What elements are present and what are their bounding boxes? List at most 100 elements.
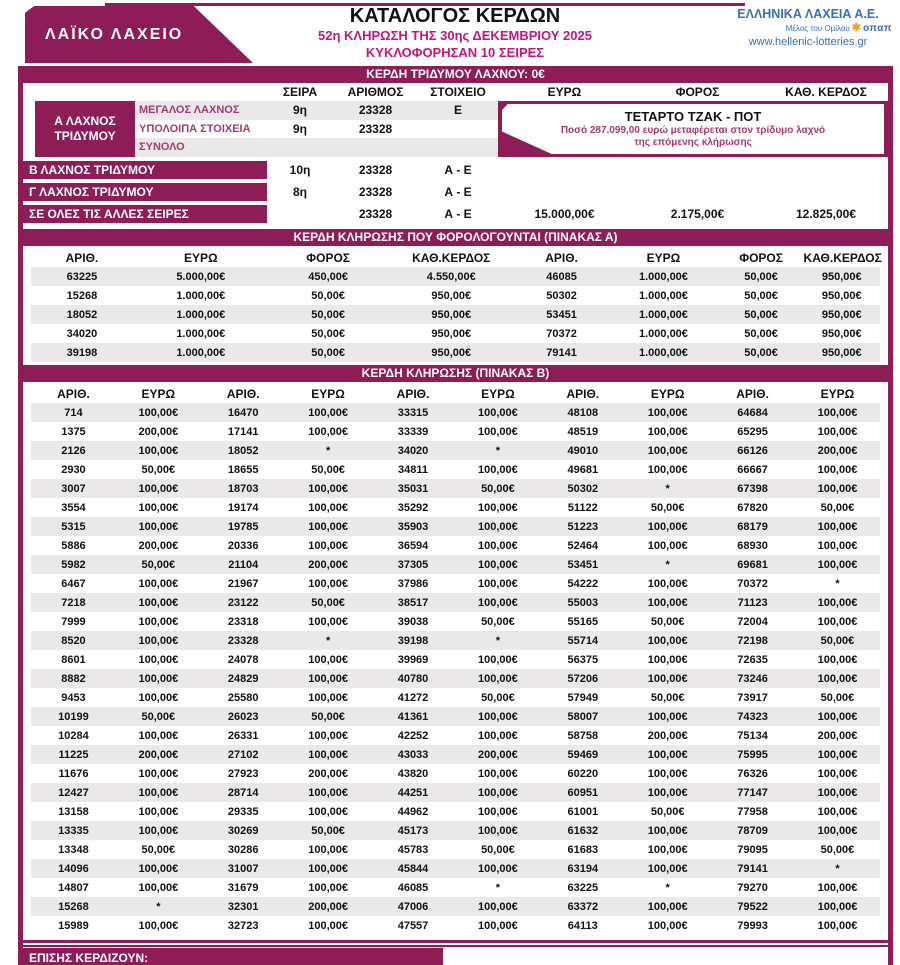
amount-cell: 100,00€: [817, 520, 858, 533]
column-header: ΕΥΡΩ: [820, 386, 855, 401]
jackpot-box: ΤΕΤΑΡΤΟ ΤΖΑΚ - ΠΟΤ Ποσό 287.099,00 ευρώ …: [498, 101, 888, 157]
number-cell: 60220: [567, 767, 599, 780]
number-cell: 68930: [737, 539, 768, 552]
amount-cell: 200,00€: [138, 748, 179, 761]
prize-sublabel: ΥΠΟΛΟΙΠΑ ΣΤΟΙΧΕΙΑ: [139, 122, 251, 135]
amount-cell: 50,00€: [141, 558, 176, 571]
table-row: 15268 * 32301 200,00€ 47006 100,00€ 63372 100,0…: [31, 897, 880, 916]
number-cell: 24078: [227, 653, 259, 666]
number-cell: 24829: [227, 672, 259, 685]
number-cell: 72635: [737, 653, 768, 666]
amount-cell: 100,00€: [817, 805, 858, 818]
prize-label: ΣΕ ΟΛΕΣ ΤΙΣ ΑΛΛΕΣ ΣΕΙΡΕΣ: [23, 205, 267, 223]
number-cell: 14807: [58, 881, 89, 894]
number-cell: 19785: [227, 520, 259, 533]
amount-cell: 100,00€: [478, 710, 518, 723]
number-cell: 59469: [567, 748, 599, 761]
amount-cell: 100,00€: [817, 919, 858, 932]
number-cell: 70372: [737, 577, 768, 590]
series-cell: 9η: [292, 121, 307, 136]
amount-cell: 100,00€: [308, 862, 348, 875]
a-laxnos-row: ΣΥΝΟΛΟ: [135, 138, 498, 157]
number-cell: 53451: [546, 308, 577, 321]
number-cell: 47006: [397, 900, 429, 913]
number-cell: 23318: [227, 615, 259, 628]
amount-cell: 100,00€: [308, 786, 348, 799]
a-laxnos-label: Α ΛΑΧΝΟΣ ΤΡΙΔΥΜΟΥ: [35, 101, 135, 157]
number-cell: 13158: [58, 805, 89, 818]
amount-cell: 100,00€: [308, 501, 348, 514]
amount-cell: 1.000,00€: [638, 270, 688, 283]
amount-cell: 1.000,00€: [638, 327, 688, 340]
number-cell: 32723: [227, 919, 259, 932]
number-cell: 71123: [737, 596, 768, 609]
amount-cell: *: [495, 881, 501, 894]
amount-cell: 100,00€: [817, 596, 858, 609]
amount-cell: 100,00€: [647, 900, 688, 913]
amount-cell: 100,00€: [817, 767, 858, 780]
table-row: 3007 100,00€ 18703 100,00€ 35031 50,00€ 50302 *…: [31, 479, 880, 498]
amount-cell: 100,00€: [478, 805, 518, 818]
amount-cell: 100,00€: [138, 596, 179, 609]
triple-prize-bar: ΚΕΡΔΗ ΤΡΙΔΥΜΟΥ ΛΑΧΝΟΥ: 0€: [23, 66, 888, 83]
number-cell: 43033: [397, 748, 429, 761]
amount-cell: 950,00€: [821, 327, 862, 340]
amount-cell: 100,00€: [647, 577, 688, 590]
euro-cell: 15.000,00€: [534, 207, 595, 221]
a-laxnos-rows: ΜΕΓΑΛΟΣ ΛΑΧΝΟΣ 9η 23328 Ε ΥΠΟΛΟΙΠΑ ΣΤΟΙΧΕΙΑ 9…: [135, 101, 498, 157]
number-cell: 8520: [61, 634, 86, 647]
number-cell: 61001: [567, 805, 599, 818]
document-header: ΛΑΪΚΟ ΛΑΧΕΙΟ ΚΑΤΑΛΟΓΟΣ ΚΕΡΔΩΝ 52η ΚΛΗΡΩΣ…: [0, 0, 900, 66]
opap-logo-text: οπαπ: [862, 23, 892, 34]
jackpot-title: ΤΕΤΑΡΤΟ ΤΖΑΚ - ΠΟΤ: [624, 109, 762, 124]
number-cell: 53451: [567, 558, 599, 571]
amount-cell: 100,00€: [138, 615, 179, 628]
amount-cell: 200,00€: [308, 767, 348, 780]
amount-cell: 950,00€: [431, 346, 472, 359]
amount-cell: 100,00€: [478, 653, 518, 666]
table-row: 11676 100,00€ 27923 200,00€ 43820 100,00€ 6022…: [31, 764, 880, 783]
number-cell: 58758: [567, 729, 599, 742]
amount-cell: 100,00€: [647, 672, 688, 685]
number-cell: 23328: [358, 103, 393, 118]
number-cell: 60951: [567, 786, 599, 799]
amount-cell: 100,00€: [138, 729, 179, 742]
number-cell: 77147: [737, 786, 768, 799]
series-cell: 9η: [292, 103, 307, 118]
number-cell: 41272: [397, 691, 429, 704]
table-row: 5315 100,00€ 19785 100,00€ 35903 100,00€ 51223…: [31, 517, 880, 536]
number-cell: 55165: [567, 615, 599, 628]
number-cell: 64113: [567, 919, 598, 932]
amount-cell: 50,00€: [311, 710, 345, 723]
number-cell: 23122: [227, 596, 259, 609]
amount-cell: 200,00€: [478, 748, 518, 761]
bottom-rule-thin: [23, 945, 888, 947]
column-header: ΕΥΡΩ: [183, 250, 218, 265]
amount-cell: 100,00€: [478, 539, 518, 552]
table-row: 14807 100,00€ 31679 100,00€ 46085 * 63225 * 7927…: [31, 878, 880, 897]
column-header: ΑΡΙΘ.: [396, 386, 430, 401]
amount-cell: *: [665, 558, 670, 571]
first-triple-prize-section: Α ΛΑΧΝΟΣ ΤΡΙΔΥΜΟΥ ΜΕΓΑΛΟΣ ΛΑΧΝΟΣ 9η 23328 Ε…: [23, 101, 888, 157]
table-row: 1375 200,00€ 17141 100,00€ 33339 100,00€ 48519…: [31, 422, 880, 441]
number-cell: 21967: [227, 577, 259, 590]
amount-cell: 100,00€: [138, 634, 179, 647]
amount-cell: 100,00€: [817, 824, 858, 837]
number-cell: 2930: [61, 463, 86, 476]
table-a-title-bar: ΚΕΡΔΗ ΚΛΗΡΩΣΗΣ ΠΟΥ ΦΟΡΟΛΟΓΟΥΝΤΑΙ (ΠΙΝΑΚΑ…: [23, 229, 888, 246]
column-header: ΦΟΡΟΣ: [739, 250, 783, 265]
amount-cell: 200,00€: [138, 425, 179, 438]
table-row: 8520 100,00€ 23328 * 39198 * 55714 100,00€ 72198…: [31, 631, 880, 650]
amount-cell: 100,00€: [647, 406, 688, 419]
amount-cell: 1.000,00€: [176, 289, 226, 302]
table-row: 34020 1.000,00€ 50,00€ 950,00€ 70372 1.000,00…: [31, 324, 880, 343]
amount-cell: 100,00€: [138, 691, 179, 704]
amount-cell: 100,00€: [647, 824, 688, 837]
number-cell: 11225: [58, 748, 89, 761]
number-cell: 79141: [737, 862, 768, 875]
amount-cell: 100,00€: [817, 482, 858, 495]
table-header-row: ΑΡΙΘ. ΕΥΡΩ ΑΡΙΘ. ΕΥΡΩ ΑΡΙΘ. ΕΥΡΩ ΑΡΙΘ. ΕΥΡΩ ΑΡΙΘ…: [31, 384, 880, 403]
amount-cell: 100,00€: [138, 520, 179, 533]
number-cell: 34020: [66, 327, 98, 340]
amount-cell: 950,00€: [431, 327, 472, 340]
